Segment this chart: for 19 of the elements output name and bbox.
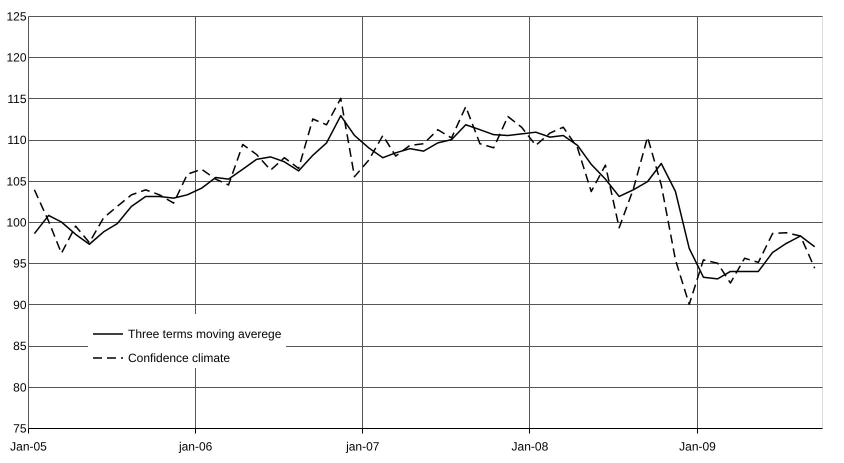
y-tick-label: 85 xyxy=(13,339,27,354)
x-tick-label: Jan-05 xyxy=(10,440,48,454)
legend-label: Three terms moving averege xyxy=(128,327,282,341)
y-tick-label: 75 xyxy=(13,422,27,436)
x-tick-label: Jan-08 xyxy=(512,440,549,454)
y-tick-label: 95 xyxy=(13,256,27,271)
legend-label: Confidence climate xyxy=(128,351,230,365)
y-tick-label: 110 xyxy=(7,133,27,148)
y-tick-label: 120 xyxy=(6,50,27,65)
line-series xyxy=(34,98,816,306)
y-tick-label: 105 xyxy=(6,174,27,188)
x-tick-label: jan-06 xyxy=(178,440,213,454)
y-tick-label: 100 xyxy=(6,216,27,230)
y-tick-label: 125 xyxy=(6,10,27,24)
x-tick-label: jan-07 xyxy=(345,440,380,454)
x-tick-label: Jan-09 xyxy=(679,440,716,454)
y-tick-label: 80 xyxy=(13,380,27,394)
y-tick-label: 115 xyxy=(7,92,27,106)
y-tick-label: 90 xyxy=(13,298,27,312)
